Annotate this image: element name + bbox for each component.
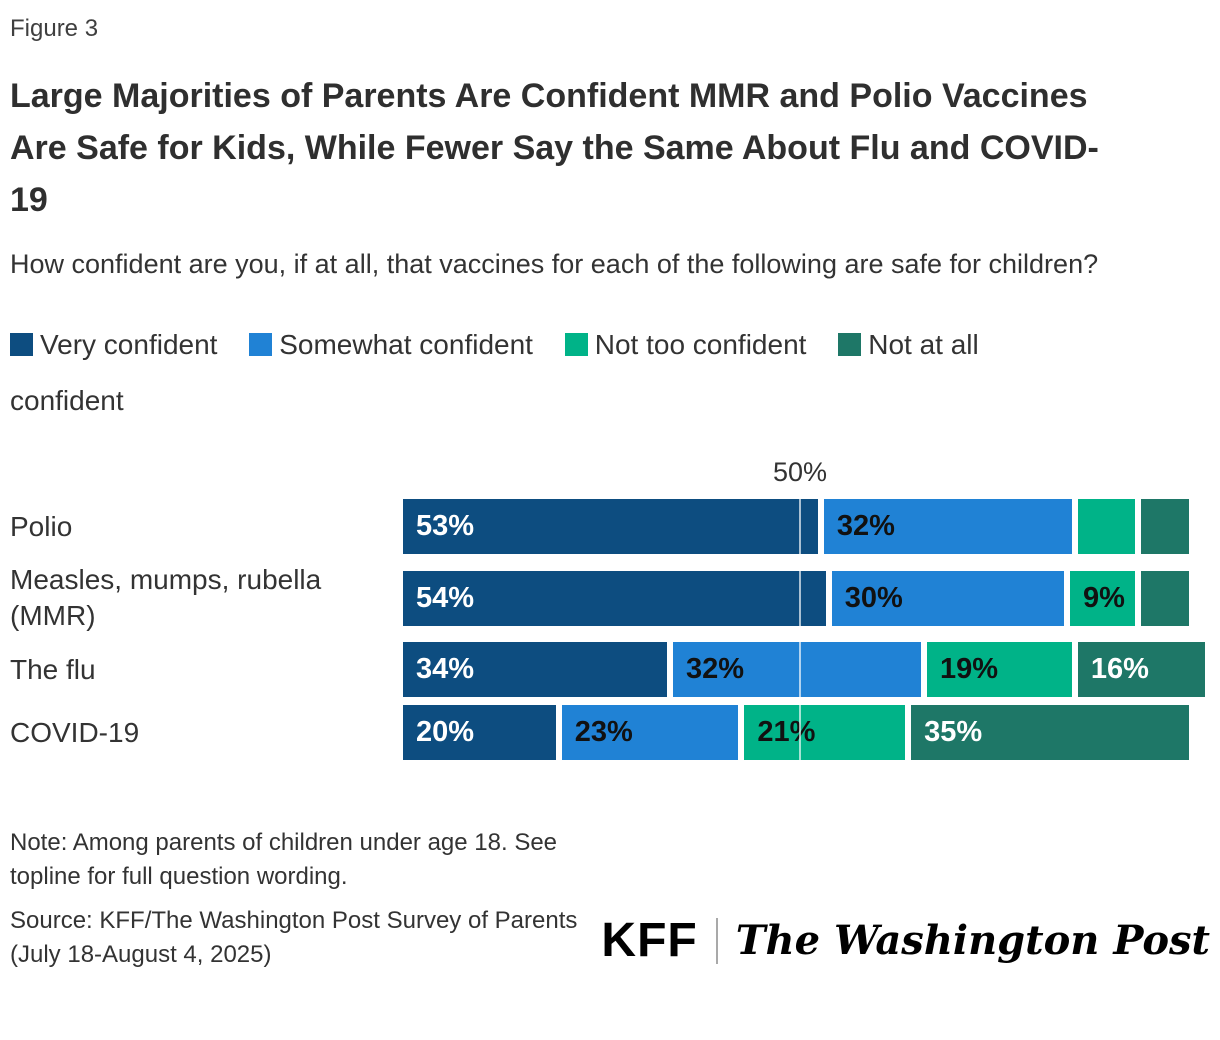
- bar-row: COVID-19 20% 23% 21% 35%: [10, 705, 1210, 760]
- bar-value-label: 30%: [844, 581, 903, 614]
- bar-value-label: 35%: [924, 716, 983, 748]
- bar-value-label: 34%: [416, 653, 475, 685]
- bar-segment: 53%: [403, 499, 818, 554]
- bar-value-label: 21%: [757, 716, 816, 748]
- bar-segment: 34%: [403, 642, 667, 697]
- legend-item: Very confident: [10, 329, 217, 360]
- bar-track: 20% 23% 21% 35%: [403, 705, 1210, 760]
- legend: Very confident Somewhat confident Not to…: [10, 317, 1110, 429]
- bar-segment: 19%: [927, 642, 1072, 697]
- bar-segment: [1141, 570, 1190, 626]
- bar-value-label: 53%: [416, 510, 475, 542]
- category-label: Measles, mumps, rubella (MMR): [10, 564, 322, 631]
- chart-subtitle: How confident are you, if at all, that v…: [10, 249, 1099, 279]
- category-label: COVID-19: [10, 716, 140, 748]
- bar-row: Polio 53% 32%: [10, 499, 1210, 554]
- bar-value-label: 19%: [940, 653, 999, 685]
- footnotes: Note: Among parents of children under ag…: [10, 826, 601, 972]
- bar-segment: 32%: [672, 642, 922, 697]
- bar-segment: 32%: [823, 499, 1072, 554]
- source-text: Source: KFF/The Washington Post Survey o…: [10, 907, 578, 968]
- legend-swatch-icon: [564, 333, 588, 356]
- bar-value-label: 32%: [836, 510, 895, 542]
- bar-value-label: 9%: [1082, 581, 1125, 614]
- bar-track: 53% 32%: [403, 499, 1210, 554]
- stacked-bar-chart: 50% Polio 53% 32% Measles, mumps, rubella (…: [10, 457, 1210, 760]
- bar-value-label: 20%: [416, 716, 475, 748]
- category-label: The flu: [10, 653, 96, 685]
- category-label: Polio: [10, 510, 73, 542]
- note-text: Note: Among parents of children under ag…: [10, 829, 558, 890]
- bar-value-label: 32%: [685, 653, 744, 685]
- axis-tick-50: 50%: [772, 457, 828, 487]
- bar-value-label: 16%: [1090, 653, 1149, 685]
- bar-value-label: 23%: [574, 716, 633, 748]
- bar-segment: 20%: [403, 705, 556, 760]
- bar-segment: 9%: [1069, 570, 1136, 626]
- bar-segment: 23%: [561, 705, 739, 760]
- logos: KFF The Washington Post: [601, 913, 1210, 972]
- legend-item: Not at all confident: [10, 329, 979, 416]
- bar-segment: 16%: [1077, 642, 1205, 697]
- bar-track: 54% 30% 9%: [403, 570, 1210, 626]
- bar-segment: [1141, 499, 1190, 554]
- bar-segment: [1077, 499, 1136, 554]
- bar-row: Measles, mumps, rubella (MMR) 54% 30% 9%: [10, 562, 1210, 634]
- legend-swatch-icon: [10, 333, 33, 356]
- legend-swatch-icon: [249, 333, 273, 356]
- figure-label: Figure 3: [10, 15, 99, 42]
- bar-row: The flu 34% 32% 19% 16%: [10, 642, 1210, 697]
- bar-segment: 30%: [831, 570, 1064, 626]
- kff-logo: KFF: [601, 914, 698, 967]
- legend-item: Not too confident: [564, 329, 806, 360]
- footer: Note: Among parents of children under ag…: [10, 826, 1210, 972]
- legend-swatch-icon: [838, 333, 862, 356]
- chart-title: Large Majorities of Parents Are Confiden…: [10, 77, 1099, 219]
- washington-post-logo: The Washington Post: [735, 917, 1210, 964]
- legend-item: Somewhat confident: [249, 329, 533, 360]
- bar-track: 34% 32% 19% 16%: [403, 642, 1210, 697]
- bar-value-label: 54%: [416, 581, 475, 614]
- chart-rows: Polio 53% 32% Measles, mumps, rubella (MMR)…: [10, 457, 1210, 760]
- bar-segment: 54%: [403, 570, 826, 626]
- logo-divider: [715, 917, 718, 964]
- bar-segment: 21%: [744, 705, 906, 760]
- bar-segment: 35%: [911, 705, 1190, 760]
